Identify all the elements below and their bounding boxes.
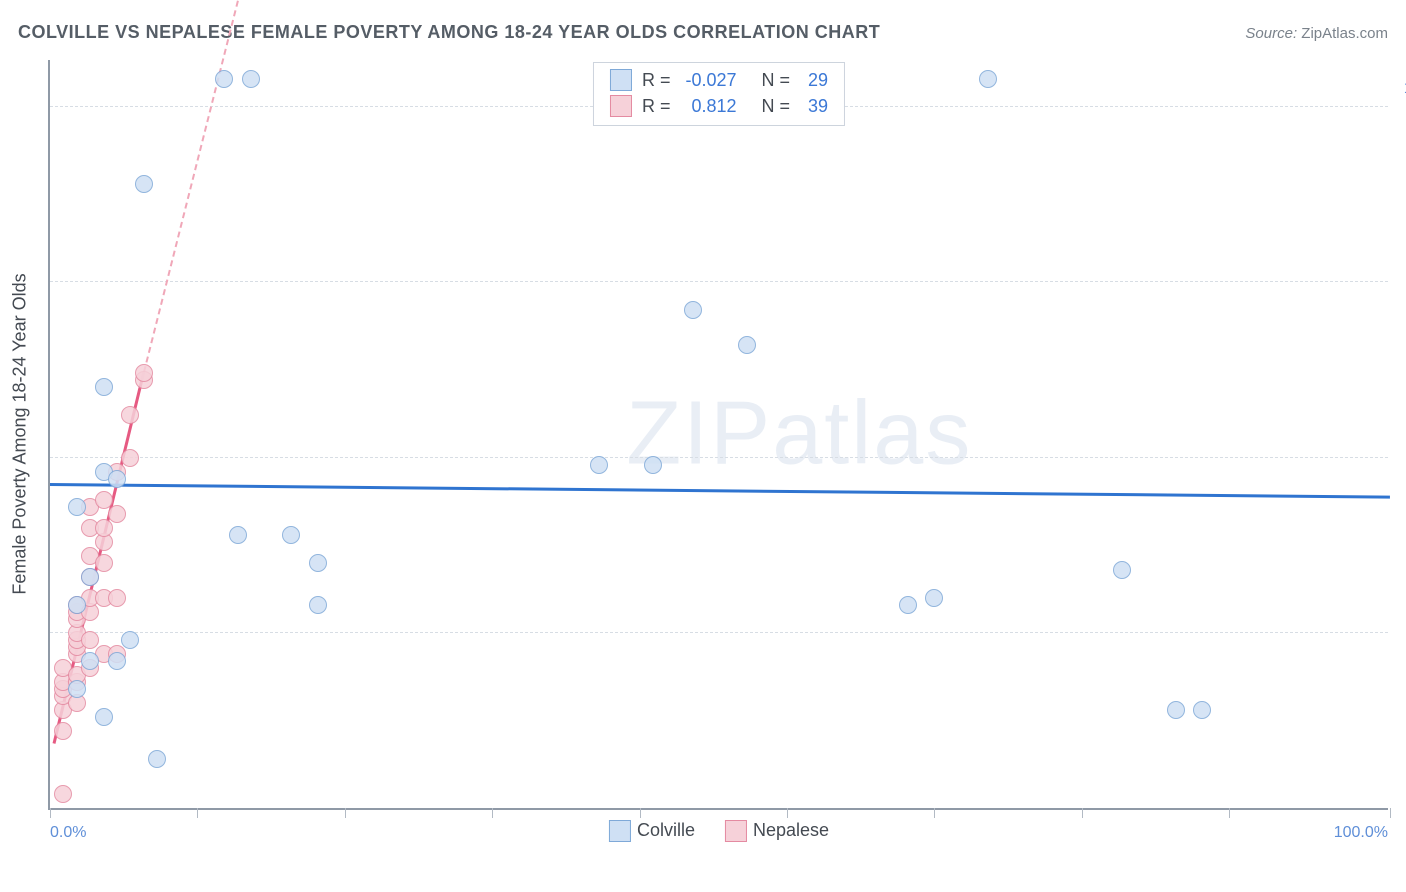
- data-point: [95, 491, 113, 509]
- data-point: [81, 652, 99, 670]
- legend-item-nepalese: Nepalese: [725, 820, 829, 842]
- data-point: [68, 596, 86, 614]
- data-point: [54, 785, 72, 803]
- data-point: [108, 470, 126, 488]
- y-axis-title: Female Poverty Among 18-24 Year Olds: [10, 273, 31, 594]
- gridline: [50, 281, 1388, 282]
- legend-row-colville: R = -0.027 N = 29: [610, 67, 828, 93]
- x-tick: [934, 808, 935, 818]
- x-tick: [640, 808, 641, 818]
- data-point: [242, 70, 260, 88]
- data-point: [81, 568, 99, 586]
- data-point: [121, 449, 139, 467]
- n-value-nepalese: 39: [800, 93, 828, 119]
- gridline: [50, 457, 1388, 458]
- data-point: [135, 175, 153, 193]
- y-tick-label: 25.0%: [1398, 606, 1406, 624]
- data-point: [1193, 701, 1211, 719]
- legend-label-nepalese: Nepalese: [753, 820, 829, 840]
- scatter-plot: ZIPatlas Female Poverty Among 18-24 Year…: [48, 60, 1388, 810]
- watermark-thin: atlas: [772, 384, 972, 484]
- y-tick-label: 100.0%: [1398, 80, 1406, 98]
- source-label: Source:: [1245, 25, 1297, 42]
- x-axis-max-label: 100.0%: [1334, 824, 1388, 842]
- data-point: [81, 631, 99, 649]
- data-point: [644, 456, 662, 474]
- legend-item-colville: Colville: [609, 820, 695, 842]
- x-tick: [1229, 808, 1230, 818]
- x-tick: [787, 808, 788, 818]
- title-bar: COLVILLE VS NEPALESE FEMALE POVERTY AMON…: [18, 22, 1388, 43]
- data-point: [95, 554, 113, 572]
- r-label: R =: [642, 67, 671, 93]
- x-axis-min-label: 0.0%: [50, 824, 86, 842]
- data-point: [738, 336, 756, 354]
- data-point: [135, 364, 153, 382]
- x-tick: [50, 808, 51, 818]
- data-point: [229, 526, 247, 544]
- data-point: [54, 722, 72, 740]
- data-point: [68, 498, 86, 516]
- source-credit: Source: ZipAtlas.com: [1245, 25, 1388, 42]
- x-tick: [492, 808, 493, 818]
- x-tick: [1082, 808, 1083, 818]
- gridline: [50, 632, 1388, 633]
- data-point: [108, 652, 126, 670]
- data-point: [925, 589, 943, 607]
- legend-row-nepalese: R = 0.812 N = 39: [610, 93, 828, 119]
- data-point: [684, 301, 702, 319]
- correlation-legend: R = -0.027 N = 29 R = 0.812 N = 39: [593, 62, 845, 126]
- chart-title: COLVILLE VS NEPALESE FEMALE POVERTY AMON…: [18, 22, 880, 43]
- data-point: [282, 526, 300, 544]
- r-label: R =: [642, 93, 671, 119]
- r-value-nepalese: 0.812: [680, 93, 736, 119]
- data-point: [68, 680, 86, 698]
- data-point: [309, 596, 327, 614]
- data-point: [148, 750, 166, 768]
- data-point: [590, 456, 608, 474]
- source-name: ZipAtlas.com: [1301, 25, 1388, 42]
- data-point: [108, 505, 126, 523]
- n-label: N =: [762, 93, 791, 119]
- legend-swatch-icon: [609, 820, 631, 842]
- data-point: [309, 554, 327, 572]
- n-label: N =: [762, 67, 791, 93]
- legend-swatch-icon: [725, 820, 747, 842]
- x-tick: [1390, 808, 1391, 818]
- data-point: [899, 596, 917, 614]
- data-point: [121, 631, 139, 649]
- watermark: ZIPatlas: [626, 383, 972, 486]
- n-value-colville: 29: [800, 67, 828, 93]
- data-point: [108, 589, 126, 607]
- legend-swatch-nepalese: [610, 95, 632, 117]
- trend-line: [50, 483, 1390, 499]
- data-point: [215, 70, 233, 88]
- x-tick: [197, 808, 198, 818]
- legend-swatch-colville: [610, 69, 632, 91]
- data-point: [95, 708, 113, 726]
- y-tick-label: 50.0%: [1398, 431, 1406, 449]
- data-point: [121, 406, 139, 424]
- r-value-colville: -0.027: [680, 67, 736, 93]
- data-point: [95, 519, 113, 537]
- trend-line: [143, 0, 266, 373]
- y-tick-label: 75.0%: [1398, 255, 1406, 273]
- x-tick: [345, 808, 346, 818]
- data-point: [979, 70, 997, 88]
- legend-label-colville: Colville: [637, 820, 695, 840]
- series-legend: Colville Nepalese: [609, 820, 829, 842]
- data-point: [1113, 561, 1131, 579]
- data-point: [1167, 701, 1185, 719]
- data-point: [95, 378, 113, 396]
